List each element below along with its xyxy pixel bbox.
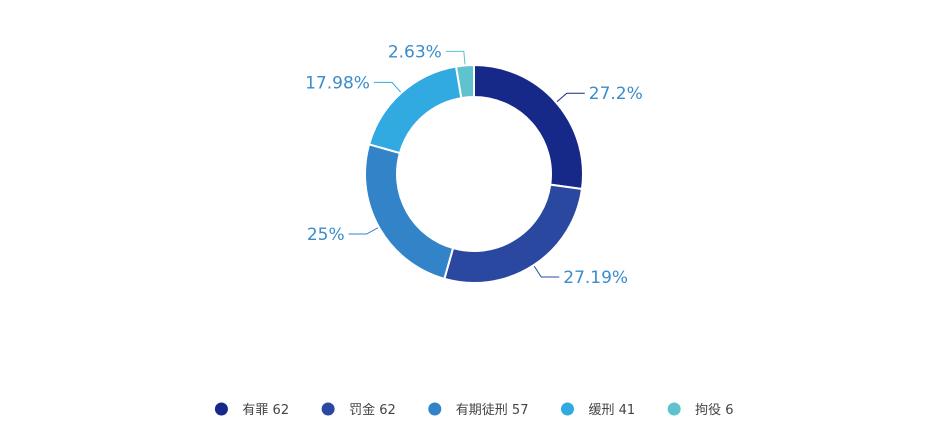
legend-marker-1[interactable] [214, 402, 228, 416]
legend-marker-3[interactable] [428, 402, 442, 416]
donut-slice-3[interactable] [364, 143, 455, 281]
legend-label[interactable]: 罚金 62 [349, 402, 396, 418]
leader-line-3 [348, 227, 379, 235]
leader-line-2 [533, 265, 560, 278]
legend-label[interactable]: 拘役 6 [695, 403, 733, 418]
legend-label[interactable]: 有罪 62 [242, 403, 289, 418]
leader-line-4 [373, 81, 401, 93]
slice-percent-label: 27.19% [563, 268, 628, 288]
legend-label[interactable]: 缓刑 41 [588, 403, 635, 418]
slice-percent-label: 25% [307, 225, 345, 245]
leader-line-1 [556, 92, 585, 103]
legend-marker-4[interactable] [560, 402, 574, 416]
donut-slice-4[interactable] [367, 65, 463, 155]
legend-label[interactable]: 有期徒刑 57 [456, 403, 529, 418]
legend-marker-5[interactable] [667, 402, 681, 416]
leader-line-5 [445, 50, 466, 65]
donut-slice-1[interactable] [473, 63, 584, 191]
slice-percent-label: 27.2% [589, 84, 643, 104]
donut-slices [364, 63, 584, 284]
legend-marker-2[interactable] [321, 402, 335, 416]
donut-slice-2[interactable] [443, 183, 584, 284]
slice-percent-label: 17.98% [305, 73, 370, 93]
legend: 有罪 62 罚金 62 有期徒刑 57 缓刑 41 拘役 6 [214, 402, 734, 418]
donut-slice-5[interactable] [454, 63, 475, 100]
slice-percent-label: 2.63% [388, 42, 442, 62]
slice-labels: 27.2% 27.19% 25% 17.98% 2.63% [305, 42, 643, 288]
